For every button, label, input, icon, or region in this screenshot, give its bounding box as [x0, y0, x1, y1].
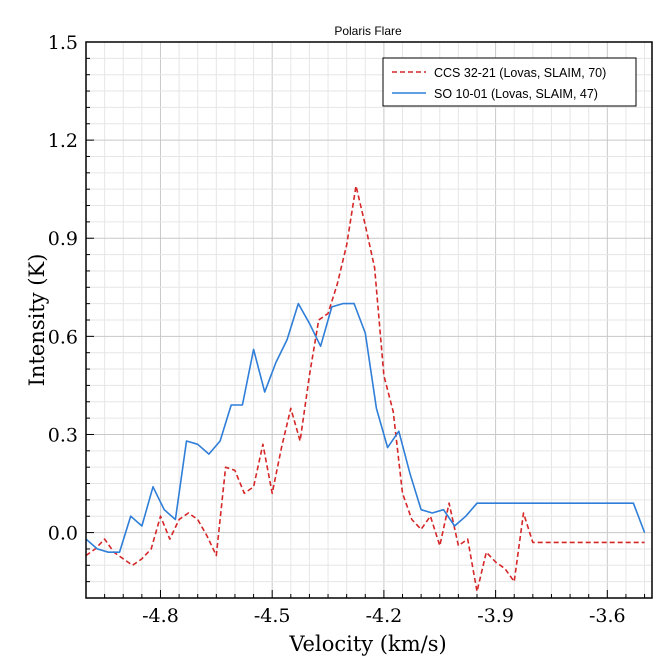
x-tick-label: -4.2 [366, 605, 403, 627]
series-line-so [86, 302, 646, 554]
series-line-ccs [86, 185, 645, 593]
chart-title: Polaris Flare [334, 24, 402, 38]
y-tick-label: 1.2 [48, 130, 78, 152]
y-tick-label: 0.0 [48, 523, 78, 545]
x-tick-label: -3.6 [589, 605, 626, 627]
y-tick-label: 0.9 [48, 228, 78, 250]
legend-label-so: SO 10-01 (Lovas, SLAIM, 47) [434, 87, 598, 101]
y-tick-label: 0.3 [48, 424, 78, 446]
y-tick-label: 0.6 [48, 326, 78, 348]
x-tick-label: -4.5 [254, 605, 291, 627]
x-axis-label: Velocity (km/s) [288, 632, 446, 656]
grid [85, 41, 652, 599]
y-axis-label: Intensity (K) [25, 254, 49, 387]
x-tick-label: -3.9 [477, 605, 514, 627]
ticks: -4.8 -4.5 -4.2 -3.9 -3.6 0.0 0.3 0.6 0.9 1.2 1.5 [48, 32, 646, 627]
legend-label-ccs: CCS 32-21 (Lovas, SLAIM, 70) [434, 66, 606, 80]
legend-box [382, 57, 637, 107]
y-tick-label: 1.5 [48, 32, 78, 54]
series-layer [86, 185, 646, 593]
x-tick-label: -4.8 [142, 605, 179, 627]
legend: CCS 32-21 (Lovas, SLAIM, 70) SO 10-01 (L… [382, 57, 637, 107]
